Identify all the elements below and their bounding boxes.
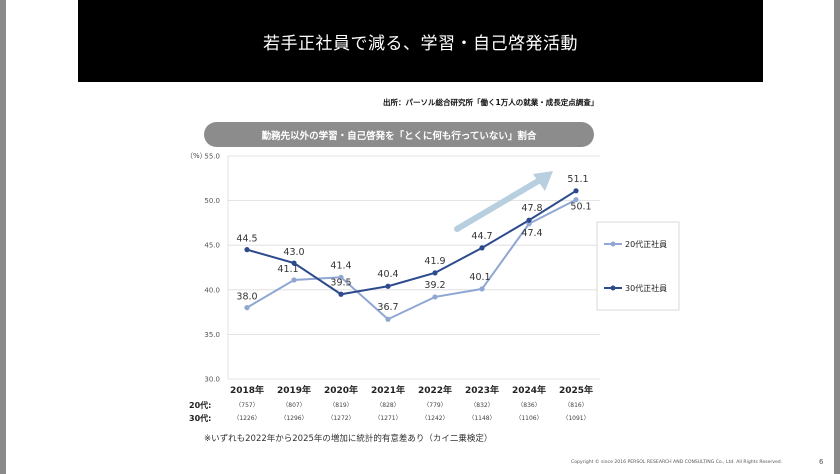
- data-point: [291, 260, 297, 266]
- y-tick-label: 30.0: [204, 376, 220, 384]
- data-label: 43.0: [283, 247, 304, 258]
- sample-size: （836）: [517, 402, 540, 409]
- sample-size: （816）: [564, 402, 587, 409]
- y-tick-label: 35.0: [204, 331, 220, 339]
- copyright: Copyright © since 2016 PERSOL RESEARCH A…: [571, 460, 783, 465]
- sample-row-label: 30代:: [189, 413, 211, 423]
- x-tick-label: 2021年: [371, 384, 405, 396]
- series-line-20s: [246, 198, 577, 321]
- data-label: 40.4: [377, 269, 398, 280]
- sample-size: （832）: [470, 402, 493, 409]
- right-edge-bar: [834, 0, 840, 474]
- data-point: [479, 286, 485, 292]
- y-axis-label: （%）: [186, 152, 207, 160]
- data-label: 41.1: [277, 264, 298, 275]
- x-tick-label: 2022年: [418, 384, 452, 396]
- sample-size: （819）: [329, 402, 352, 409]
- data-point: [432, 270, 438, 276]
- legend-label: 20代正社員: [625, 239, 667, 249]
- legend-marker: [610, 241, 616, 247]
- sample-size: （1272）: [327, 415, 354, 422]
- y-tick-label: 45.0: [204, 242, 220, 250]
- footnote: ※いずれも2022年から2025年の増加に統計的有意差あり（カイ二乗検定）: [204, 434, 493, 444]
- data-label: 39.5: [330, 277, 351, 288]
- data-point: [526, 217, 532, 223]
- sample-size: （1271）: [374, 415, 401, 422]
- data-point: [573, 188, 579, 194]
- x-tick-label: 2020年: [324, 384, 358, 396]
- trend-arrow-shaft: [454, 177, 543, 232]
- sample-size: （828）: [376, 402, 399, 409]
- data-label: 41.9: [424, 256, 445, 267]
- data-point: [338, 291, 344, 297]
- x-tick-label: 2023年: [465, 384, 499, 396]
- sample-row-label: 20代:: [189, 400, 211, 410]
- legend-marker: [610, 285, 616, 291]
- data-point: [244, 305, 250, 311]
- x-tick-label: 2018年: [230, 384, 264, 396]
- legend-label: 30代正社員: [625, 283, 667, 293]
- sample-size: （1296）: [280, 415, 307, 422]
- data-point: [244, 247, 250, 253]
- sample-size: （779）: [423, 402, 446, 409]
- data-label: 39.2: [424, 280, 445, 291]
- data-point: [291, 277, 297, 283]
- y-tick-label: 55.0: [204, 153, 220, 161]
- data-label: 47.4: [521, 228, 542, 239]
- data-label: 47.8: [521, 203, 542, 214]
- legend-box: [596, 221, 680, 311]
- x-tick-label: 2025年: [559, 384, 593, 396]
- data-point: [479, 245, 485, 251]
- data-point: [385, 316, 391, 322]
- data-point: [432, 294, 438, 300]
- data-label: 40.1: [469, 272, 490, 283]
- y-tick-label: 40.0: [204, 286, 220, 294]
- sample-size: （1091）: [562, 415, 589, 422]
- data-label: 44.5: [236, 234, 257, 245]
- data-label: 41.4: [330, 260, 351, 271]
- sample-size: （1226）: [233, 415, 260, 422]
- sample-size: （807）: [282, 402, 305, 409]
- data-point: [338, 274, 344, 280]
- data-point: [385, 283, 391, 289]
- chart-title: 勤務先以外の学習・自己啓発を「とくに何も行っていない」割合: [204, 122, 594, 147]
- x-tick-label: 2019年: [277, 384, 311, 396]
- y-tick-label: 50.0: [204, 197, 220, 205]
- data-label: 50.1: [570, 202, 591, 213]
- slide-title: 若手正社員で減る、学習・自己啓発活動: [78, 0, 763, 82]
- data-point: [573, 197, 579, 203]
- trend-arrow-head: [533, 171, 553, 191]
- data-label: 36.7: [377, 302, 398, 313]
- data-label: 44.7: [471, 231, 492, 242]
- sample-size: （1106）: [515, 415, 542, 422]
- sample-size: （757）: [235, 402, 258, 409]
- data-point: [526, 221, 532, 227]
- data-label: 38.0: [236, 292, 257, 303]
- series-line-30s: [246, 189, 577, 296]
- page-number: 6: [819, 458, 824, 466]
- sample-size: （1148）: [468, 415, 495, 422]
- source-note: 出所：パーソル総合研究所「働く1万人の就業・成長定点調査」: [383, 98, 599, 107]
- data-label: 51.1: [567, 174, 588, 185]
- sample-size: （1242）: [421, 415, 448, 422]
- left-edge-bar: [0, 0, 6, 474]
- x-tick-label: 2024年: [512, 384, 546, 396]
